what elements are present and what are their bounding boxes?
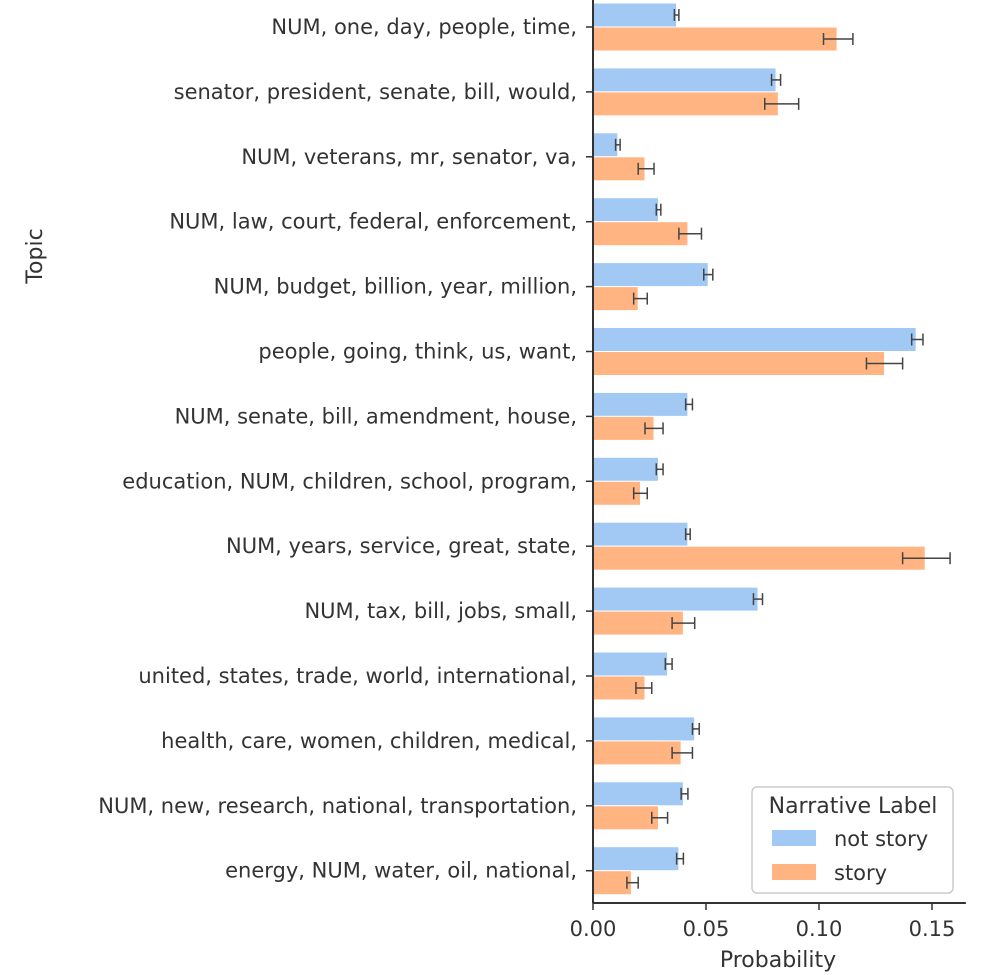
x-axis: 0.00 0.05 0.10 0.15 [570,902,966,941]
y-tick-label: NUM, budget, billion, year, million, [214,275,577,299]
error-bar [673,9,680,21]
error-bar [865,357,904,370]
y-tick-label: NUM, veterans, mr, senator, va, [241,145,577,169]
bar-not-story [592,456,660,482]
y-tick-label: energy, NUM, water, oil, national, [225,859,577,883]
y-axis-title: Topic [23,228,48,284]
error-bar [684,528,691,541]
error-bar [614,138,621,151]
bar-not-story [592,262,709,288]
error-bars-layer [614,9,951,889]
bar-story [592,740,682,766]
x-axis-title: Probability [720,948,836,973]
legend-swatch-story [772,864,816,880]
error-bar [910,333,924,346]
y-tick-label: NUM, years, service, great, state, [226,534,577,558]
y-tick-label: NUM, senate, bill, amendment, house, [175,404,577,428]
bar-story [592,805,660,831]
y-tick-label: NUM, tax, bill, jobs, small, [304,599,577,623]
x-tick-label: 0.10 [796,917,843,941]
x-tick-label: 0.15 [909,917,956,941]
error-bar [664,658,673,670]
error-bar [691,722,700,735]
bar-not-story [592,67,777,93]
legend-title: Narrative Label [769,794,938,819]
bar-story [592,610,684,636]
bar-not-story [592,391,689,417]
error-bar [675,852,685,865]
y-tick-labels: NUM, one, day, people, time, senator, pre… [98,15,593,883]
error-bar [671,746,694,759]
bar-not-story [592,132,619,158]
error-bar [770,73,782,86]
y-tick-label: NUM, law, court, federal, enforcement, [169,210,577,234]
bar-not-story [592,327,917,352]
error-bar [635,682,653,694]
bars-layer [592,2,926,896]
bar-story [592,870,632,896]
error-bar [702,268,714,281]
legend: Narrative Label not story story [751,786,954,894]
bar-not-story [592,521,689,547]
bar-not-story [592,197,660,223]
legend-entry-not-story: not story [834,827,928,851]
error-bar [671,617,696,630]
bar-not-story [592,781,684,807]
error-bar [752,593,764,606]
error-bar [644,422,664,435]
error-bar [651,811,669,824]
y-tick-label: united, states, trade, world, internatio… [138,664,577,688]
bar-not-story [592,716,696,742]
bar-not-story [592,2,678,28]
bar-story [592,351,886,376]
legend-swatch-not-story [772,830,816,846]
bar-story [592,545,926,571]
bar-story [592,156,646,182]
y-tick-label: NUM, one, day, people, time, [271,15,577,39]
bar-story [592,221,689,247]
error-bar [632,487,648,500]
error-bar [764,97,800,110]
error-bar [655,203,662,216]
x-tick-label: 0.05 [683,917,730,941]
x-tick-label: 0.00 [570,917,617,941]
bar-story [592,26,838,52]
legend-entry-story: story [834,861,887,885]
error-bar [822,33,854,45]
y-tick-label: people, going, think, us, want, [258,340,577,364]
bar-story [592,91,779,117]
bar-not-story [592,651,669,677]
error-bar [632,292,648,305]
error-bar [901,552,951,565]
y-tick-label: education, NUM, children, school, progra… [122,469,577,493]
error-bar [678,227,703,240]
error-bar [637,162,655,175]
bar-story [592,286,639,312]
bar-not-story [592,846,680,872]
y-tick-label: NUM, new, research, national, transporta… [98,794,577,818]
bar-not-story [592,586,759,612]
error-bar [655,463,664,476]
error-bar [680,787,689,800]
bar-story [592,480,641,506]
error-bar [626,876,639,889]
y-tick-label: senator, president, senate, bill, would, [174,80,577,104]
y-tick-label: health, care, women, children, medical, [161,729,577,753]
error-bar [684,398,694,411]
